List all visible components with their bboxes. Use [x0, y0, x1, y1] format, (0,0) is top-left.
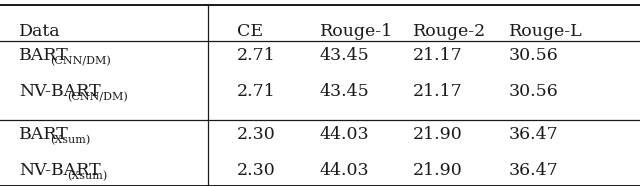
Text: BART: BART [19, 126, 69, 143]
Text: 36.47: 36.47 [509, 163, 559, 179]
Text: 2.30: 2.30 [237, 126, 276, 143]
Text: (CNN/DM): (CNN/DM) [67, 92, 128, 102]
Text: 36.47: 36.47 [509, 126, 559, 143]
Text: 21.90: 21.90 [413, 126, 463, 143]
Text: 21.17: 21.17 [413, 84, 463, 100]
Text: 21.90: 21.90 [413, 163, 463, 179]
Text: NV-BART: NV-BART [19, 163, 101, 179]
Text: 2.71: 2.71 [237, 47, 276, 64]
Text: 21.17: 21.17 [413, 47, 463, 64]
Text: (CNN/DM): (CNN/DM) [50, 56, 111, 66]
Text: 2.30: 2.30 [237, 163, 276, 179]
Text: CE: CE [237, 23, 263, 40]
Text: 43.45: 43.45 [320, 84, 370, 100]
Text: 30.56: 30.56 [509, 47, 559, 64]
Text: Data: Data [19, 23, 61, 40]
Text: 43.45: 43.45 [320, 47, 370, 64]
Text: Rouge-2: Rouge-2 [413, 23, 486, 40]
Text: 44.03: 44.03 [320, 163, 370, 179]
Text: 30.56: 30.56 [509, 84, 559, 100]
Text: Rouge-1: Rouge-1 [320, 23, 393, 40]
Text: Rouge-L: Rouge-L [509, 23, 582, 40]
Text: 2.71: 2.71 [237, 84, 276, 100]
Text: 44.03: 44.03 [320, 126, 370, 143]
Text: (Xsum): (Xsum) [50, 135, 90, 145]
Text: (Xsum): (Xsum) [67, 171, 108, 181]
Text: BART: BART [19, 47, 69, 64]
Text: NV-BART: NV-BART [19, 84, 101, 100]
